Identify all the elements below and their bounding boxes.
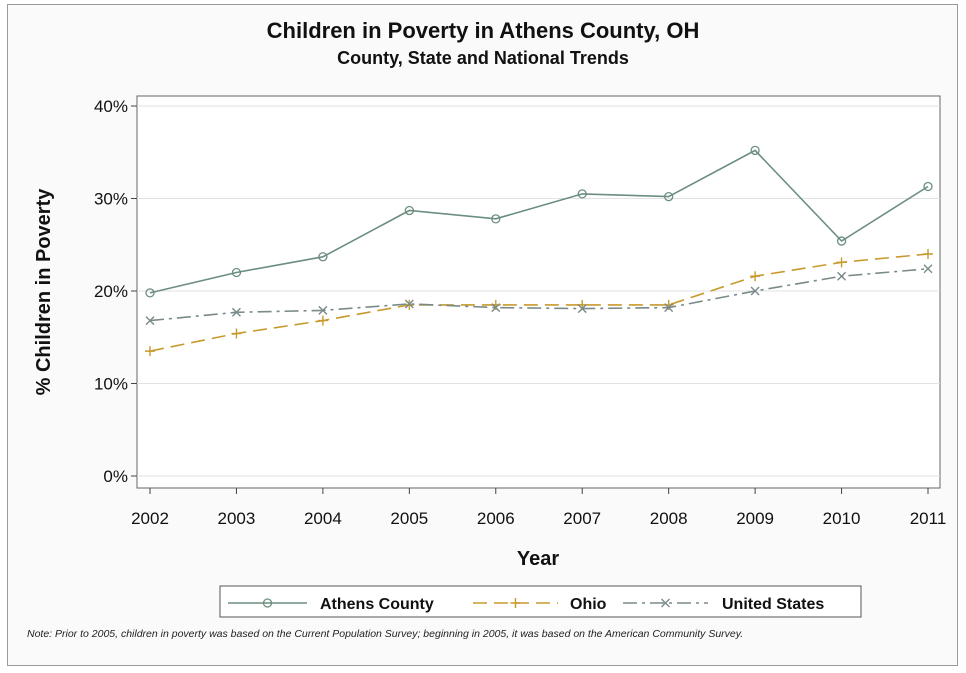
- y-tick-label: 40%: [94, 97, 128, 116]
- x-tick-label: 2009: [736, 509, 774, 528]
- data-point-united-states: [404, 299, 414, 309]
- x-tick-label: 2003: [218, 509, 256, 528]
- legend-label-ohio: Ohio: [570, 596, 607, 613]
- data-point-united-states: [491, 303, 501, 313]
- data-point-athens-county: [145, 288, 155, 298]
- y-tick-label: 30%: [94, 190, 128, 209]
- data-point-athens-county: [750, 145, 760, 156]
- data-point-athens-county: [318, 252, 328, 262]
- data-point-athens-county: [923, 181, 933, 192]
- data-point-athens-county: [404, 205, 414, 216]
- x-tick-label: 2005: [390, 509, 428, 528]
- y-axis-title: % Children in Poverty: [33, 188, 55, 396]
- chart-title: Children in Poverty in Athens County, OH: [266, 18, 700, 43]
- data-point-united-states: [231, 307, 241, 317]
- plot-area: [136, 95, 941, 489]
- data-point-united-states: [750, 286, 760, 296]
- data-point-united-states: [318, 305, 328, 315]
- x-tick-label: 2004: [304, 509, 342, 528]
- data-point-ohio: [836, 257, 847, 268]
- x-tick-label: 2010: [823, 509, 861, 528]
- data-point-ohio: [317, 315, 328, 326]
- axes: 0% 10% 20% 30% 40% 2002 2003 2004 2005 2006 2007 20…: [94, 97, 946, 528]
- series-line-ohio: [149, 253, 929, 352]
- x-tick-label: 2011: [910, 509, 947, 528]
- legend: Athens County Ohio United States: [219, 585, 862, 618]
- data-point-united-states: [923, 264, 933, 274]
- data-point-ohio: [750, 271, 761, 282]
- chart-subtitle: County, State and National Trends: [337, 48, 629, 68]
- legend-box: [219, 585, 862, 618]
- data-point-athens-county: [577, 189, 587, 199]
- gridlines: [137, 105, 940, 477]
- data-point-athens-county: [491, 214, 501, 224]
- y-tick-label: 0%: [103, 467, 128, 486]
- x-tick-label: 2007: [563, 509, 601, 528]
- x-tick-label: 2008: [650, 509, 688, 528]
- x-axis-title: Year: [517, 548, 559, 570]
- x-tick-label: 2006: [477, 509, 515, 528]
- y-tick-label: 20%: [94, 282, 128, 301]
- series-group: [145, 145, 933, 357]
- data-point-ohio: [145, 346, 155, 357]
- data-point-united-states: [837, 271, 847, 281]
- data-point-ohio: [923, 249, 933, 259]
- data-point-athens-county: [836, 236, 847, 246]
- legend-label-united-states: United States: [722, 596, 824, 613]
- x-tick-label: 2002: [131, 509, 169, 528]
- legend-marker-athens-county: [262, 598, 273, 608]
- footnote: Note: Prior to 2005, children in poverty…: [27, 628, 744, 640]
- legend-label-athens-county: Athens County: [320, 596, 434, 613]
- legend-marker-ohio: [510, 598, 521, 608]
- series-line-united-states: [149, 268, 929, 322]
- y-tick-label: 10%: [94, 375, 128, 394]
- data-point-athens-county: [664, 191, 674, 202]
- series-line-athens-county: [149, 149, 929, 294]
- data-point-united-states: [577, 304, 587, 314]
- data-point-ohio: [231, 328, 242, 339]
- data-point-united-states: [664, 303, 674, 313]
- data-point-athens-county: [231, 267, 242, 278]
- data-point-united-states: [145, 316, 155, 326]
- legend-marker-united-states: [661, 598, 670, 608]
